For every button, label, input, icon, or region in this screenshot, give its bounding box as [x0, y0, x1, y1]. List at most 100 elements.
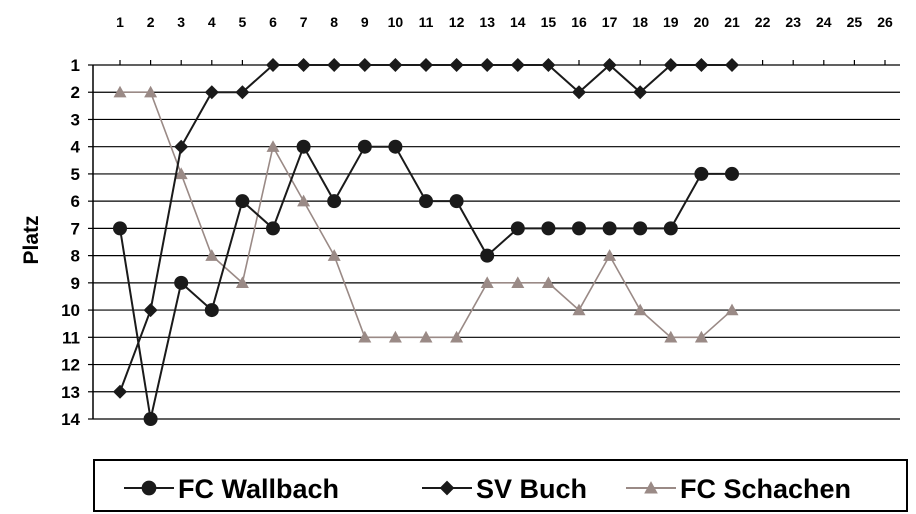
- grid-lines: [88, 60, 900, 420]
- x-tick-label: 26: [877, 14, 893, 30]
- data-point: [266, 58, 280, 72]
- data-point: [694, 330, 708, 343]
- data-point: [204, 303, 219, 318]
- data-point: [725, 166, 739, 181]
- data-point: [541, 221, 556, 236]
- data-point: [205, 249, 219, 261]
- series-lines: [113, 58, 739, 426]
- data-point: [419, 58, 433, 72]
- data-point: [450, 330, 464, 343]
- data-point: [327, 249, 341, 261]
- x-tick-label: 15: [541, 14, 557, 30]
- data-point: [511, 276, 525, 289]
- data-point: [174, 167, 188, 180]
- x-tick-label: 7: [300, 14, 308, 30]
- data-point: [144, 85, 158, 98]
- data-point: [235, 85, 250, 100]
- data-point: [266, 221, 280, 236]
- x-tick-label: 1: [116, 14, 124, 30]
- data-point: [439, 480, 455, 496]
- data-point: [235, 194, 250, 209]
- data-point: [644, 481, 658, 494]
- data-point: [174, 275, 189, 290]
- data-point: [572, 303, 586, 316]
- x-tick-label: 13: [479, 14, 495, 30]
- x-tick-label: 22: [755, 14, 771, 30]
- y-tick-label: 3: [71, 110, 80, 129]
- legend: FC Wallbach SV Buch FC Schachen: [93, 459, 908, 512]
- y-tick-label: 1: [71, 56, 80, 75]
- x-tick-label: 20: [694, 14, 710, 30]
- x-tick-labels: 1 2 3 4 5 6 7 8 9 10 11 12 13 14 15 16 17 18 19 20 21 22 23 24 2…: [116, 14, 893, 30]
- data-point: [357, 139, 372, 154]
- series-line: [120, 91, 733, 339]
- y-tick-label: 10: [61, 301, 80, 320]
- data-point: [572, 85, 586, 100]
- series-fc-schachen: [113, 85, 739, 343]
- legend-box: [93, 459, 908, 512]
- data-point: [510, 221, 525, 236]
- data-point: [480, 58, 495, 72]
- data-point: [510, 58, 525, 72]
- series-fc-wallbach: [113, 139, 739, 426]
- y-tick-label: 4: [71, 138, 81, 157]
- x-tick-label: 5: [239, 14, 247, 30]
- data-point: [663, 221, 678, 236]
- y-tick-label: 12: [61, 356, 80, 375]
- data-point: [266, 140, 280, 152]
- data-point: [113, 221, 127, 236]
- legend-label: SV Buch: [476, 474, 587, 504]
- data-point: [297, 194, 311, 207]
- data-point: [143, 412, 158, 426]
- data-point: [419, 330, 433, 343]
- y-tick-label: 7: [71, 219, 80, 238]
- data-point: [633, 85, 648, 100]
- y-tick-label: 5: [71, 165, 80, 184]
- data-point: [633, 303, 647, 316]
- data-point: [480, 248, 495, 263]
- data-point: [204, 85, 219, 100]
- data-point: [664, 330, 678, 343]
- data-point: [694, 166, 709, 181]
- data-point: [141, 480, 157, 496]
- data-point: [388, 139, 403, 154]
- x-tick-label: 2: [147, 14, 155, 30]
- data-point: [327, 58, 342, 72]
- data-point: [663, 58, 678, 72]
- legend-label: FC Wallbach: [178, 474, 339, 504]
- x-tick-label: 9: [361, 14, 369, 30]
- x-tick-label: 6: [269, 14, 277, 30]
- data-point: [449, 58, 464, 72]
- data-point: [572, 221, 586, 236]
- x-tick-label: 24: [816, 14, 832, 30]
- x-tick-label: 3: [177, 14, 185, 30]
- x-tick-label: 21: [724, 14, 740, 30]
- data-point: [419, 194, 433, 209]
- data-point: [633, 221, 648, 236]
- y-tick-label: 2: [71, 83, 80, 102]
- data-point: [694, 58, 709, 72]
- x-tick-label: 25: [847, 14, 863, 30]
- x-tick-label: 17: [602, 14, 618, 30]
- data-point: [541, 58, 556, 72]
- x-tick-label: 19: [663, 14, 679, 30]
- data-point: [725, 303, 739, 316]
- x-tick-label: 16: [571, 14, 587, 30]
- x-tick-label: 4: [208, 14, 216, 30]
- y-tick-label: 11: [62, 328, 80, 347]
- data-point: [113, 384, 127, 399]
- data-point: [357, 58, 372, 72]
- data-point: [388, 330, 402, 343]
- data-point: [296, 139, 311, 154]
- data-point: [603, 249, 617, 261]
- data-point: [327, 194, 342, 209]
- data-point: [541, 276, 555, 289]
- legend-entry: SV Buch: [422, 474, 587, 504]
- y-tick-label: 13: [61, 383, 80, 402]
- y-axis-label: Platz: [20, 215, 43, 264]
- series-sv-buch: [113, 58, 739, 399]
- y-tick-label: 6: [71, 192, 80, 211]
- x-tick-label: 14: [510, 14, 526, 30]
